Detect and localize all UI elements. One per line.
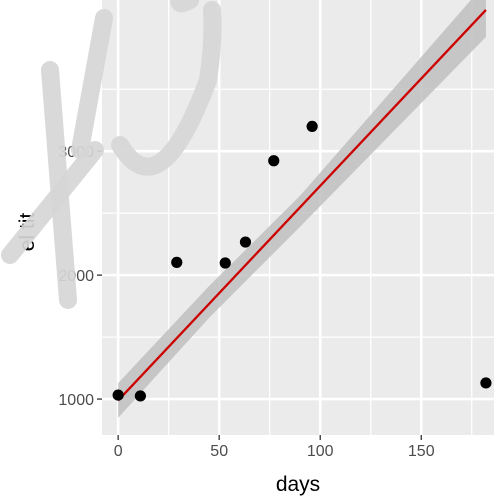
data-point-2 xyxy=(134,390,146,402)
data-point-8 xyxy=(480,377,492,389)
data-point-5 xyxy=(239,236,252,248)
y-tick-label: 1000 xyxy=(58,392,94,409)
x-tick-label: 100 xyxy=(307,443,334,460)
x-tick-label: 150 xyxy=(408,443,435,460)
x-axis-title: days xyxy=(276,473,320,496)
data-point-3 xyxy=(171,256,183,268)
confidence-band xyxy=(118,0,486,418)
data-point-1 xyxy=(112,389,124,401)
x-tick-label: 0 xyxy=(114,443,123,460)
fit-line xyxy=(117,9,487,402)
data-point-6 xyxy=(268,155,280,167)
data-points xyxy=(112,120,492,402)
data-point-4 xyxy=(219,257,231,269)
watermark-logo xyxy=(1,0,222,309)
data-point-7 xyxy=(306,120,318,133)
x-tick-label: 50 xyxy=(210,443,228,460)
